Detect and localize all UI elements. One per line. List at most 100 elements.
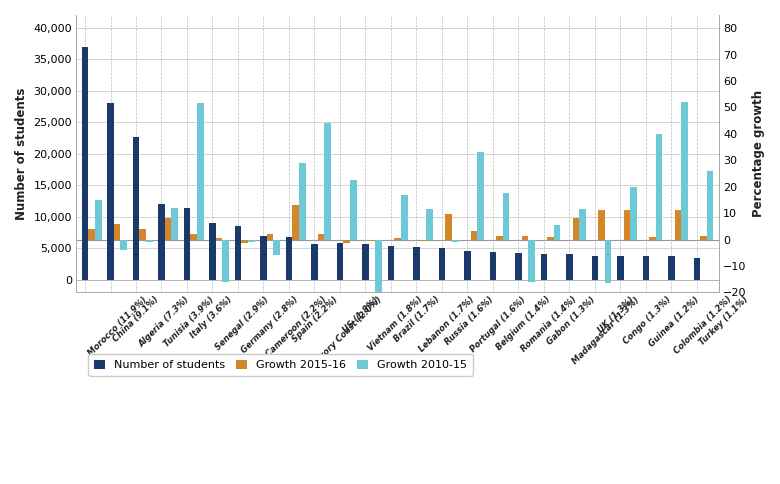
Legend: Number of students, Growth 2015-16, Growth 2010-15: Number of students, Growth 2015-16, Grow… [88, 354, 473, 376]
Bar [693, 257, 700, 280]
Bar [190, 234, 197, 240]
Bar [445, 213, 452, 240]
Bar [496, 236, 503, 240]
Bar [248, 240, 254, 242]
Bar [707, 171, 714, 240]
Bar [624, 211, 630, 240]
Y-axis label: Number of students: Number of students [15, 88, 28, 220]
Bar [158, 204, 165, 280]
Text: China (9.1%): China (9.1%) [112, 295, 161, 344]
Bar [522, 236, 528, 240]
Bar [573, 218, 580, 240]
Y-axis label: Percentage growth: Percentage growth [752, 90, 765, 217]
Bar [350, 180, 356, 240]
Bar [528, 240, 535, 282]
Text: Cameroon (2.2%): Cameroon (2.2%) [264, 295, 329, 359]
Text: Romania (1.4%): Romania (1.4%) [519, 295, 579, 354]
Bar [668, 257, 675, 280]
Bar [554, 225, 561, 240]
Bar [438, 248, 445, 280]
Text: Gabon (1.3%): Gabon (1.3%) [545, 295, 597, 347]
Bar [394, 239, 401, 240]
Bar [681, 102, 688, 240]
Bar [375, 240, 382, 305]
Text: Turkey (1.1%): Turkey (1.1%) [698, 295, 750, 348]
Bar [548, 237, 554, 240]
Text: Senegal (2.9%): Senegal (2.9%) [214, 295, 271, 352]
Bar [324, 123, 331, 240]
Text: Brazil (1.7%): Brazil (1.7%) [392, 295, 441, 344]
Bar [630, 187, 637, 240]
Bar [369, 240, 375, 241]
Bar [566, 254, 573, 280]
Bar [241, 240, 248, 242]
Bar [222, 240, 229, 282]
Text: Germany (2.8%): Germany (2.8%) [239, 295, 300, 355]
Bar [580, 209, 586, 240]
Bar [477, 152, 484, 240]
Bar [107, 103, 114, 280]
Bar [95, 200, 101, 240]
Bar [591, 256, 598, 280]
Bar [675, 211, 681, 240]
Bar [197, 104, 204, 240]
Bar [292, 205, 299, 240]
Bar [401, 195, 407, 240]
Bar [285, 237, 292, 280]
Bar [317, 234, 324, 240]
Bar [700, 236, 707, 240]
Bar [656, 134, 662, 240]
Text: Colombia (1.2%): Colombia (1.2%) [672, 295, 734, 356]
Bar [216, 238, 222, 240]
Bar [343, 240, 350, 242]
Bar [274, 240, 280, 256]
Bar [490, 252, 496, 280]
Bar [515, 253, 522, 280]
Bar [427, 209, 433, 240]
Text: Madagascar (1.3%): Madagascar (1.3%) [571, 295, 641, 365]
Bar [452, 240, 459, 242]
Bar [209, 223, 216, 280]
Text: Lebanon (1.7%): Lebanon (1.7%) [418, 295, 477, 354]
Bar [420, 240, 427, 241]
Bar [649, 238, 656, 240]
Bar [140, 229, 146, 240]
Text: Ivory Coast (2.0%): Ivory Coast (2.0%) [316, 295, 384, 363]
Bar [643, 257, 649, 280]
Bar [337, 243, 343, 280]
Bar [362, 244, 369, 280]
Text: Tunisia (3.9%): Tunisia (3.9%) [163, 295, 216, 348]
Bar [82, 46, 88, 280]
Bar [464, 251, 470, 280]
Bar [172, 209, 178, 240]
Bar [311, 244, 317, 280]
Bar [617, 256, 624, 280]
Text: Vietnam (1.8%): Vietnam (1.8%) [367, 295, 425, 353]
Bar [413, 247, 420, 280]
Bar [470, 230, 477, 240]
Text: Morocco (11.9%): Morocco (11.9%) [87, 295, 149, 358]
Bar [388, 246, 394, 280]
Bar [299, 163, 306, 240]
Bar [604, 240, 612, 283]
Text: Algeria (7.3%): Algeria (7.3%) [137, 295, 191, 349]
Bar [267, 234, 274, 240]
Bar [120, 240, 127, 250]
Bar [114, 224, 120, 240]
Bar [165, 218, 172, 240]
Bar [261, 236, 267, 280]
Text: Italy (3.6%): Italy (3.6%) [188, 295, 233, 340]
Text: Congo (1.3%): Congo (1.3%) [622, 295, 673, 346]
Text: US (1.8%): US (1.8%) [341, 295, 381, 334]
Text: Portugal (1.6%): Portugal (1.6%) [469, 295, 527, 354]
Bar [146, 240, 153, 242]
Text: UK (1.3%): UK (1.3%) [596, 295, 636, 334]
Text: Russia (1.6%): Russia (1.6%) [443, 295, 495, 347]
Text: Belgium (1.4%): Belgium (1.4%) [495, 295, 551, 352]
Bar [183, 208, 190, 280]
Bar [541, 254, 548, 280]
Bar [133, 136, 140, 280]
Bar [503, 193, 509, 240]
Bar [235, 226, 241, 280]
Text: Spain (2.2%): Spain (2.2%) [290, 295, 339, 344]
